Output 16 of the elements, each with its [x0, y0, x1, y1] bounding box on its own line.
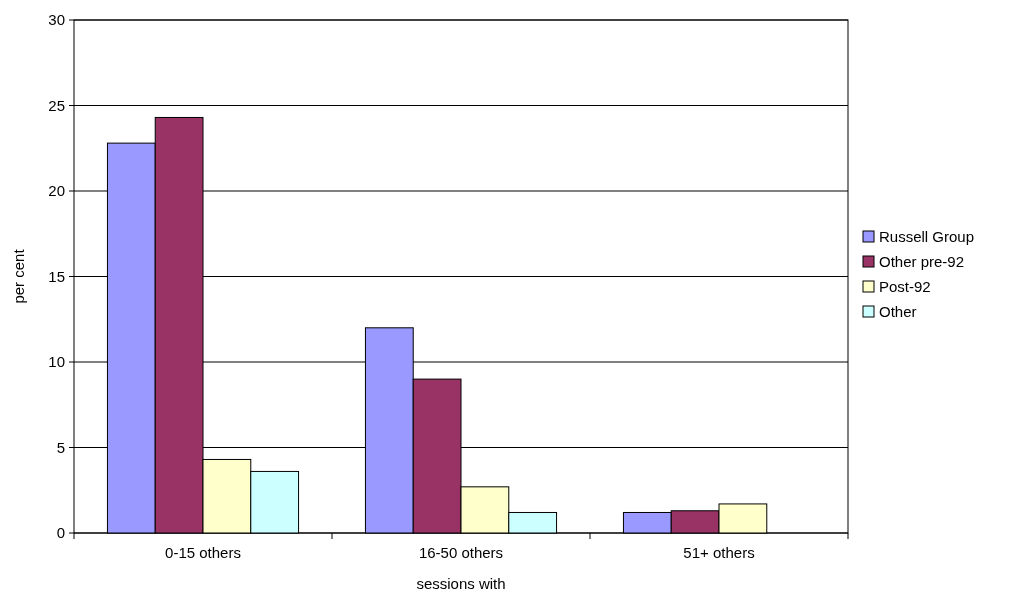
x-tick-label: 0-15 others	[165, 544, 241, 561]
x-tick-label: 16-50 others	[418, 544, 504, 561]
legend-label: Post-92	[879, 278, 931, 295]
y-tick-label: 0	[56, 524, 65, 542]
legend-label: Russell Group	[879, 228, 975, 245]
x-axis-title: sessions with	[416, 575, 506, 592]
legend-label: Other	[879, 303, 917, 320]
y-tick-label: 15	[48, 267, 65, 285]
y-tick-label: 20	[48, 182, 65, 200]
legend-label: Other pre-92	[879, 253, 965, 270]
y-tick-label: 30	[48, 11, 65, 29]
y-tick-label: 25	[48, 96, 65, 114]
y-tick-label: 10	[48, 353, 65, 371]
x-tick-label: 51+ others	[683, 544, 755, 561]
y-tick-label: 5	[56, 438, 65, 456]
y-axis-title: per cent	[10, 248, 27, 304]
